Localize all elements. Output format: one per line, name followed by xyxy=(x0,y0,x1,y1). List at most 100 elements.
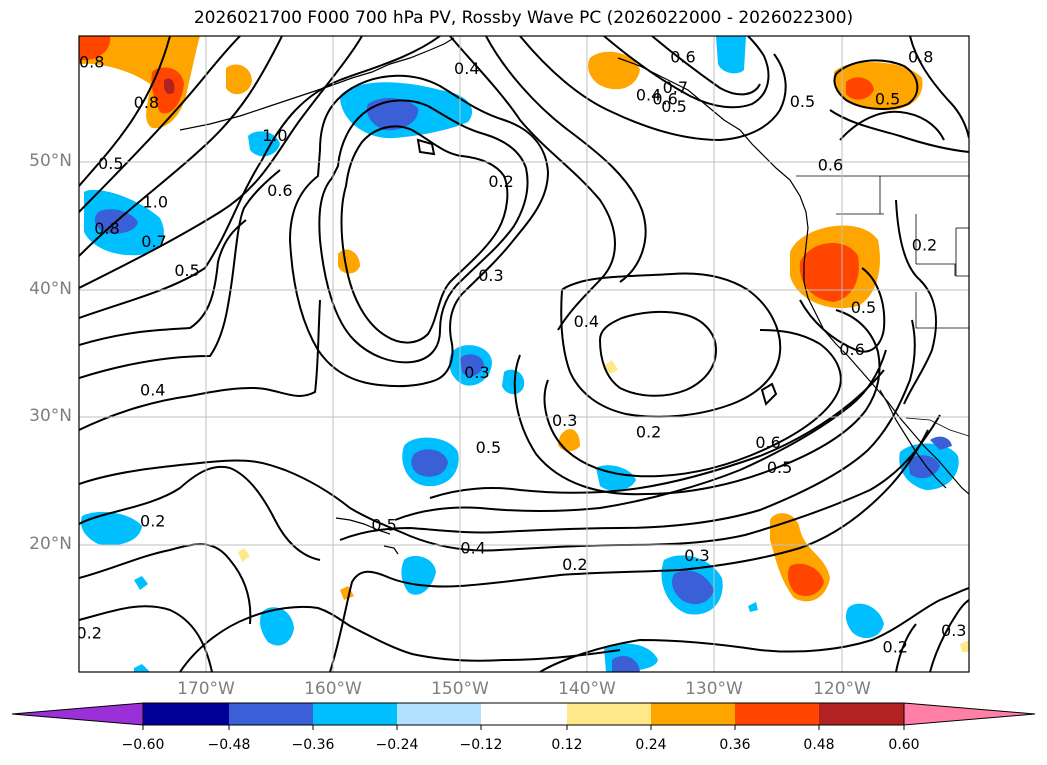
contour-label: 0.7 xyxy=(663,78,688,97)
pv-contour xyxy=(895,199,937,405)
pv-contour xyxy=(340,125,509,344)
pos-anomaly-nw-core xyxy=(79,36,111,60)
pv-contour xyxy=(79,219,247,346)
neg-anomaly-dot3 xyxy=(134,664,150,672)
pv-contour xyxy=(79,299,321,431)
neg-anomaly-s2-core xyxy=(672,570,714,605)
lon-label-130w: 130°W xyxy=(685,679,743,699)
contour-label: 0.8 xyxy=(79,52,104,71)
pv-contour xyxy=(79,465,321,561)
contour-label: 0.3 xyxy=(464,363,489,382)
colorbar-seg xyxy=(735,703,819,725)
neg-anomaly-s3 xyxy=(260,607,294,646)
colorbar-tick-label: 0.48 xyxy=(803,737,835,753)
pv-contour xyxy=(598,310,718,397)
contour-label: 0.6 xyxy=(839,340,864,359)
pos-anomaly-d xyxy=(558,429,580,452)
colorbar-seg xyxy=(651,703,735,725)
contour-label: 0.8 xyxy=(94,219,119,238)
pos-anomaly-ca-core xyxy=(799,243,859,302)
pv-contour xyxy=(179,605,621,672)
contour-label: 0.4 xyxy=(140,381,165,400)
pv-contour xyxy=(79,414,941,552)
lon-label-120w: 120°W xyxy=(813,679,871,699)
contour-label: 0.2 xyxy=(912,236,937,255)
contour-label: 0.6 xyxy=(652,89,677,108)
state-border xyxy=(955,228,969,277)
contour-label: 0.5 xyxy=(790,92,815,111)
neg-anomaly-dot5 xyxy=(748,602,758,612)
pv-contour xyxy=(79,36,241,213)
neg-anomaly-s4-core xyxy=(612,656,640,672)
lon-label-160w: 160°W xyxy=(304,679,362,699)
pos-anomaly-nw-core3 xyxy=(164,78,175,94)
pv-contour xyxy=(929,599,969,672)
pv-contour xyxy=(339,319,916,541)
colorbar-tick-label: −0.48 xyxy=(207,737,251,753)
neg-anomaly-c1-core xyxy=(460,354,484,377)
neg-anomaly-se xyxy=(845,603,884,639)
coastlines xyxy=(179,37,969,555)
contour-label: 0.8 xyxy=(134,93,159,112)
colorbar xyxy=(11,702,1036,730)
alaska-coast xyxy=(617,57,969,495)
contour-label: 0.2 xyxy=(76,624,101,643)
contour-label: 0.2 xyxy=(636,423,661,442)
pv-contour xyxy=(839,110,945,141)
pos-anomaly-mex-core xyxy=(787,563,824,597)
contour-label: 0.6 xyxy=(267,181,292,200)
contour-label: 0.6 xyxy=(818,155,843,174)
pv-contour xyxy=(288,74,550,388)
contour-label: 0.3 xyxy=(552,411,577,430)
contour-label: 0.6 xyxy=(755,433,780,452)
pos-anomaly-g xyxy=(604,360,618,374)
pv-contour xyxy=(79,36,283,257)
pv-contour xyxy=(539,587,969,672)
neg-anomaly-dot1 xyxy=(248,131,280,157)
contour-labels: 0.80.70.50.41.00.61.00.20.30.40.30.50.40… xyxy=(76,47,966,656)
map-frame xyxy=(78,35,970,673)
contour-label: 0.4 xyxy=(460,538,485,557)
contour-label: 0.5 xyxy=(851,298,876,317)
contour-label: 0.4 xyxy=(636,86,661,105)
neg-anomaly-aleutian-core xyxy=(366,98,419,131)
pv-contour xyxy=(329,429,929,672)
colorbar-ticks xyxy=(142,725,905,730)
pos-anomaly-a xyxy=(226,64,252,95)
colorbar-tick-label: 0.24 xyxy=(635,737,667,753)
colorbar-seg xyxy=(313,703,397,725)
island xyxy=(335,517,391,535)
colorbar-seg xyxy=(229,703,313,725)
contour-label: 0.5 xyxy=(875,89,900,108)
pv-contour xyxy=(760,382,778,406)
neg-anomaly-c3 xyxy=(502,369,525,395)
contour-label: 0.4 xyxy=(574,312,599,331)
pv-contours xyxy=(79,36,969,672)
pv-contour xyxy=(513,309,881,496)
pv-contour xyxy=(895,623,917,672)
mexico-border xyxy=(905,417,969,437)
contour-label: 0.8 xyxy=(908,47,933,66)
contour-label: 0.4 xyxy=(454,59,479,78)
pv-contour xyxy=(318,99,529,364)
pos-anomaly-f xyxy=(340,586,354,600)
colorbar-tick-label: −0.60 xyxy=(121,737,165,753)
lon-label-140w: 140°W xyxy=(558,679,616,699)
pv-contour xyxy=(79,543,252,625)
contour-label: 0.5 xyxy=(476,438,501,457)
alaska-coast xyxy=(179,37,455,131)
contour-label: 0.6 xyxy=(670,47,695,66)
neg-anomaly-bc xyxy=(716,36,746,74)
pv-contour xyxy=(909,36,969,139)
neg-anomaly-sw xyxy=(80,511,142,546)
colorbar-tick-label: −0.12 xyxy=(459,737,503,753)
contour-label: 0.2 xyxy=(562,555,587,574)
pv-contour xyxy=(543,329,842,478)
gridlines xyxy=(79,36,969,672)
contour-label: 1.0 xyxy=(143,192,168,211)
pv-contour xyxy=(519,36,787,142)
colorbar-tick-label: −0.36 xyxy=(291,737,335,753)
neg-anomaly-dot2 xyxy=(134,576,148,590)
pv-contour xyxy=(829,109,969,153)
contour-label: 0.3 xyxy=(684,546,709,565)
